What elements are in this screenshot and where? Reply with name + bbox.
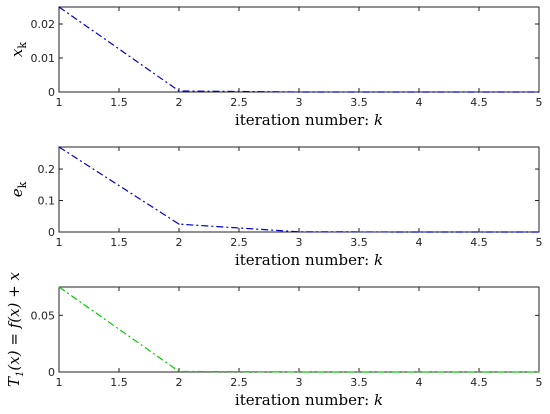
x-axis-label: iteration number: k	[235, 251, 383, 269]
y-tick-label: 0	[48, 226, 55, 239]
y-tick-label: 0.05	[31, 309, 56, 322]
x-tick-label: 3	[296, 376, 303, 389]
y-tick-label: 0	[48, 366, 55, 379]
data-point	[538, 371, 540, 373]
y-axis-label: T1(x) = f(x) + x	[5, 271, 26, 386]
y-tick-label: 0.2	[38, 163, 56, 176]
data-point	[58, 146, 60, 148]
axes-frame	[58, 286, 540, 373]
data-point	[298, 371, 300, 373]
data-point	[298, 91, 300, 93]
y-tick-label: 0.02	[31, 18, 56, 31]
data-point	[58, 286, 60, 288]
x-tick-label: 3	[296, 96, 303, 109]
data-point	[538, 91, 540, 93]
series-line	[58, 286, 539, 373]
subplot-2: 1 1.5 2 2.5 3 3.5 4 4.5 5 0 0.1 0.2 iteration number…	[8, 146, 543, 269]
data-point	[58, 6, 60, 8]
x-axis-label: iteration number: k	[235, 111, 383, 129]
x-tick-label: 2.5	[230, 236, 248, 249]
x-tick-label: 5	[536, 236, 543, 249]
x-tick-label: 4.5	[470, 376, 488, 389]
y-tick-label: 0.1	[38, 195, 56, 208]
x-tick-label: 4	[416, 376, 423, 389]
axes-frame	[58, 6, 540, 93]
x-tick-label: 4.5	[470, 96, 488, 109]
axes-frame	[58, 146, 540, 233]
x-tick-label: 2.5	[230, 96, 248, 109]
y-axis-label: xk	[8, 42, 29, 57]
x-tick-label: 2	[176, 376, 183, 389]
data-point	[538, 231, 540, 233]
y-tick-label: 0	[48, 86, 55, 99]
data-point	[418, 371, 420, 373]
x-axis-label: iteration number: k	[235, 391, 383, 409]
x-tick-label: 5	[536, 96, 543, 109]
data-point	[178, 223, 180, 225]
x-tick-label: 1	[56, 236, 63, 249]
x-tick-label: 3.5	[350, 96, 368, 109]
x-tick-label: 2.5	[230, 376, 248, 389]
series-line	[58, 6, 539, 93]
x-tick-label: 2	[176, 236, 183, 249]
x-tick-label: 3	[296, 236, 303, 249]
x-tick-label: 3.5	[350, 376, 368, 389]
x-tick-label: 1	[56, 376, 63, 389]
x-tick-label: 4	[416, 96, 423, 109]
y-tick-label: 0.01	[31, 52, 56, 65]
data-point	[418, 231, 420, 233]
subplot-3: 1 1.5 2 2.5 3 3.5 4 4.5 5 0 0.05 iteration number: …	[5, 271, 543, 409]
x-tick-label: 5	[536, 376, 543, 389]
x-tick-label: 1.5	[110, 96, 128, 109]
data-point	[418, 91, 420, 93]
data-point	[178, 370, 180, 373]
x-tick-label: 3.5	[350, 236, 368, 249]
x-tick-label: 1.5	[110, 376, 128, 389]
x-tick-label: 4.5	[470, 236, 488, 249]
data-point	[298, 231, 300, 233]
x-tick-label: 1	[56, 96, 63, 109]
subplot-1: 1 1.5 2 2.5 3 3.5 4 4.5 5 0 0.01 0.02 iteration numb…	[8, 6, 543, 129]
series-line	[58, 146, 539, 233]
y-axis-label: ek	[8, 181, 29, 197]
x-tick-label: 2	[176, 96, 183, 109]
data-point	[178, 90, 180, 92]
x-tick-label: 4	[416, 236, 423, 249]
x-tick-label: 1.5	[110, 236, 128, 249]
